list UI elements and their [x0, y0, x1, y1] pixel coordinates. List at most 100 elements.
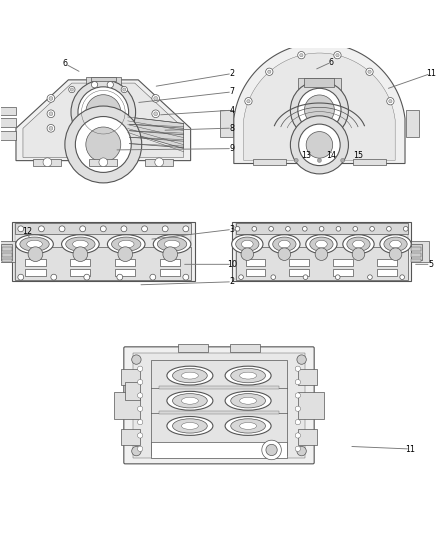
Circle shape	[59, 226, 65, 232]
Circle shape	[49, 112, 53, 116]
Circle shape	[235, 227, 240, 231]
Bar	[246, 269, 265, 276]
Polygon shape	[128, 117, 184, 149]
Circle shape	[65, 106, 142, 183]
Bar	[232, 222, 411, 281]
Bar	[152, 360, 286, 455]
Circle shape	[154, 112, 158, 116]
Circle shape	[121, 86, 127, 93]
Circle shape	[312, 116, 327, 131]
Circle shape	[303, 275, 308, 279]
Circle shape	[86, 95, 121, 130]
Circle shape	[75, 117, 131, 172]
Circle shape	[155, 158, 163, 167]
Circle shape	[138, 366, 143, 372]
Circle shape	[241, 248, 254, 261]
Ellipse shape	[66, 237, 95, 251]
Circle shape	[51, 274, 57, 280]
Text: 6: 6	[328, 58, 334, 67]
Bar	[15, 223, 191, 279]
Bar	[304, 78, 334, 87]
Ellipse shape	[236, 237, 259, 251]
Circle shape	[86, 127, 121, 162]
Circle shape	[80, 226, 85, 232]
Circle shape	[39, 226, 44, 232]
Circle shape	[99, 158, 108, 167]
Ellipse shape	[225, 416, 271, 435]
Bar	[0, 131, 16, 140]
Circle shape	[297, 447, 306, 456]
Circle shape	[400, 275, 404, 279]
Ellipse shape	[173, 368, 207, 383]
Polygon shape	[23, 83, 184, 157]
Text: 4: 4	[230, 106, 235, 115]
Bar	[25, 259, 46, 265]
Circle shape	[268, 70, 271, 74]
Bar	[246, 259, 265, 265]
Ellipse shape	[240, 397, 257, 404]
Bar	[290, 259, 309, 265]
Bar	[236, 247, 407, 279]
Circle shape	[18, 274, 24, 280]
Text: 9: 9	[230, 144, 235, 153]
Circle shape	[245, 98, 252, 105]
Ellipse shape	[225, 366, 271, 385]
Bar	[411, 253, 421, 256]
Circle shape	[334, 52, 341, 59]
Polygon shape	[125, 383, 140, 400]
Bar	[1, 247, 12, 251]
Circle shape	[163, 247, 177, 262]
Circle shape	[49, 96, 53, 100]
Circle shape	[141, 226, 148, 232]
Polygon shape	[234, 43, 405, 164]
Circle shape	[341, 158, 345, 163]
Text: 13: 13	[301, 151, 311, 160]
Bar	[333, 269, 353, 276]
Circle shape	[319, 227, 324, 231]
Bar	[178, 344, 208, 352]
Ellipse shape	[241, 240, 253, 248]
Ellipse shape	[240, 423, 257, 430]
Circle shape	[239, 275, 244, 279]
Circle shape	[366, 68, 373, 75]
Text: 14: 14	[326, 151, 336, 160]
Bar	[230, 344, 260, 352]
Bar	[298, 78, 341, 92]
Circle shape	[278, 248, 291, 261]
Bar	[159, 411, 279, 415]
Ellipse shape	[384, 237, 407, 251]
Ellipse shape	[20, 237, 49, 251]
Bar	[253, 159, 286, 165]
Text: 12: 12	[22, 227, 32, 236]
Circle shape	[295, 433, 300, 438]
Circle shape	[262, 440, 281, 460]
Circle shape	[294, 158, 298, 163]
Circle shape	[123, 88, 126, 91]
Ellipse shape	[390, 240, 401, 248]
Bar	[236, 223, 407, 279]
Ellipse shape	[279, 240, 290, 248]
Bar	[0, 107, 16, 115]
Ellipse shape	[173, 393, 207, 408]
Circle shape	[389, 248, 402, 261]
Circle shape	[403, 227, 408, 231]
Ellipse shape	[380, 235, 411, 254]
Bar	[160, 269, 180, 276]
Text: 15: 15	[353, 151, 364, 160]
Bar	[377, 259, 397, 265]
Bar	[377, 269, 397, 276]
Bar	[236, 223, 407, 233]
Circle shape	[300, 53, 303, 57]
Ellipse shape	[225, 391, 271, 410]
Circle shape	[49, 126, 53, 130]
Circle shape	[47, 110, 55, 118]
Ellipse shape	[164, 240, 180, 248]
Circle shape	[318, 158, 321, 163]
Circle shape	[138, 393, 143, 398]
Circle shape	[295, 379, 300, 385]
Ellipse shape	[27, 240, 42, 248]
Circle shape	[295, 393, 300, 398]
Circle shape	[295, 406, 300, 411]
Circle shape	[183, 274, 189, 280]
Circle shape	[266, 445, 277, 456]
